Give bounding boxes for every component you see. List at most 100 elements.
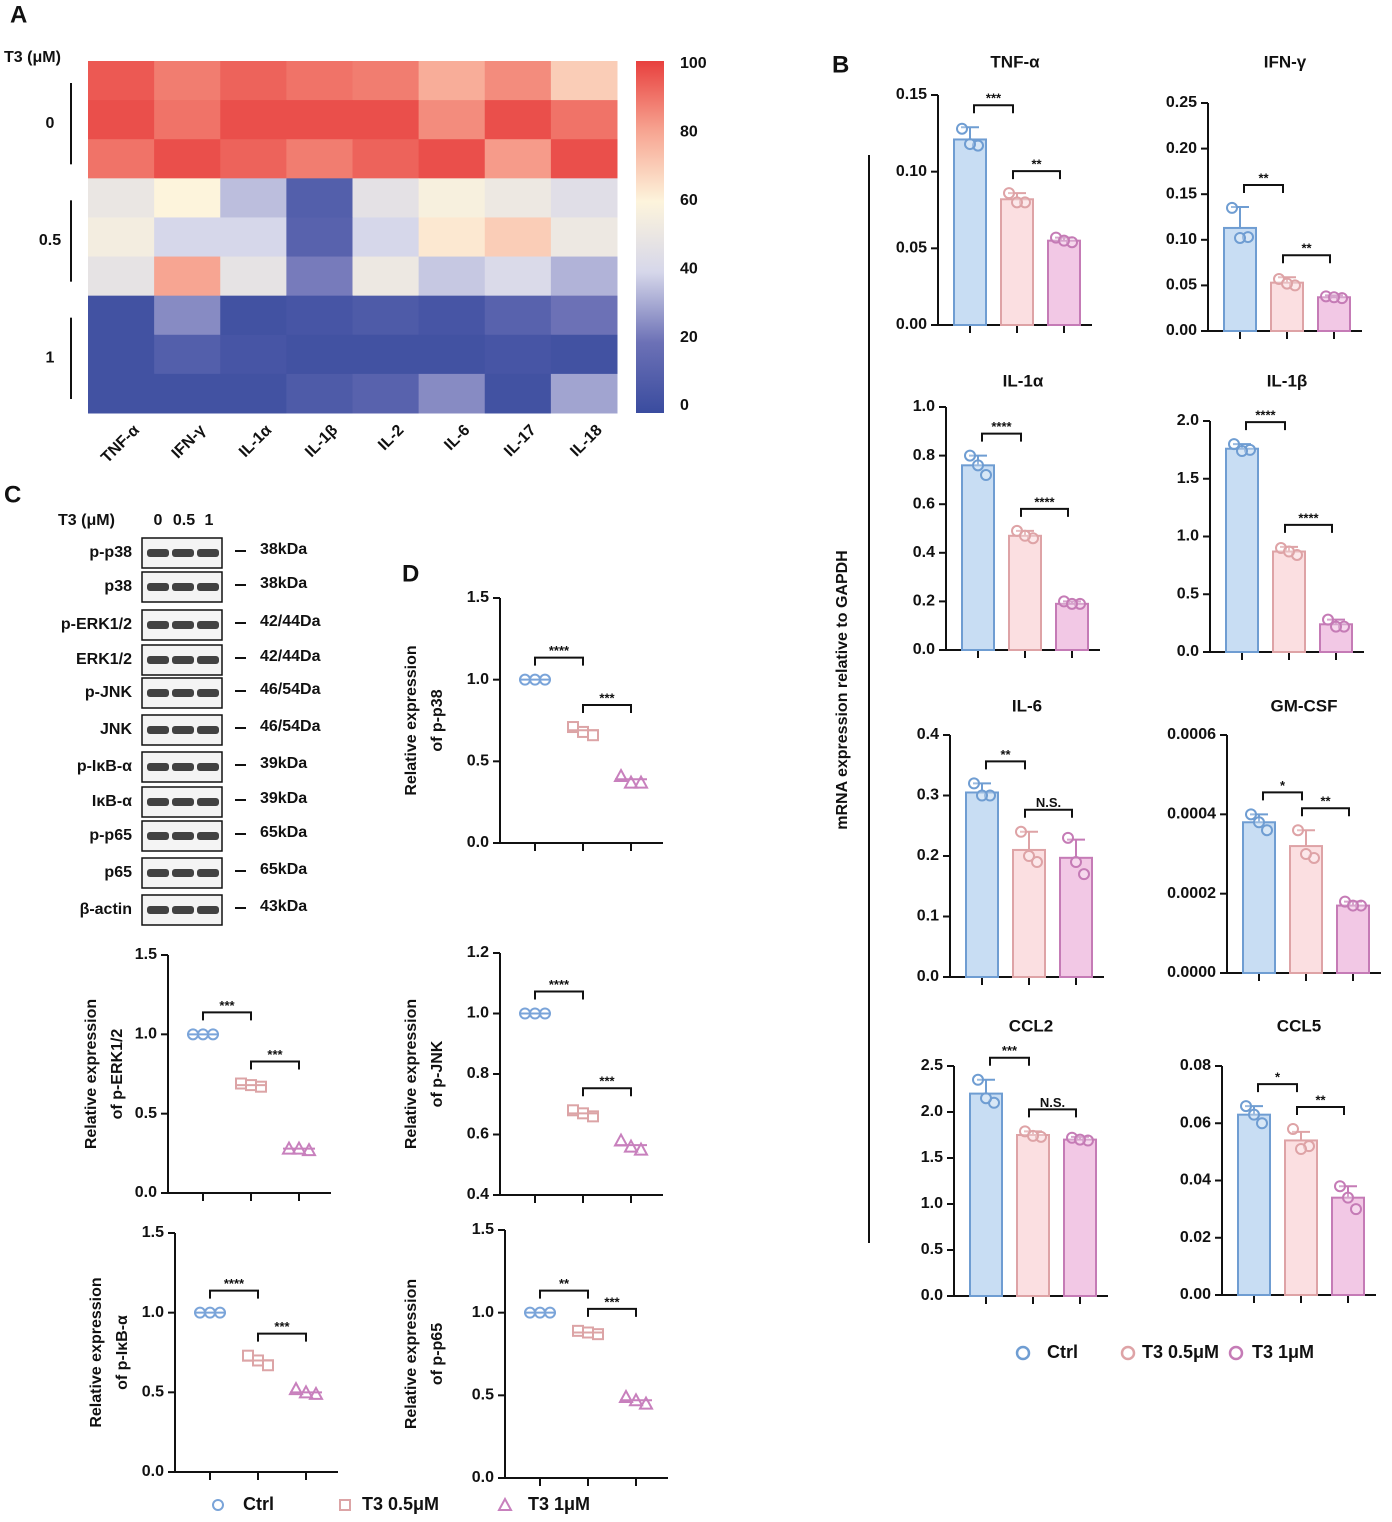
heatmap-cell — [418, 295, 486, 336]
x-tick-label: TNF-α — [98, 422, 143, 467]
y-tick-label: 0.25 — [1166, 94, 1197, 111]
data-point — [539, 673, 551, 686]
sig-label: **** — [549, 643, 570, 658]
data-point — [1300, 848, 1312, 860]
sig-bracket — [539, 1289, 589, 1299]
heatmap-cell — [550, 217, 618, 258]
sig-label: *** — [604, 1294, 620, 1309]
blot-band — [172, 832, 194, 840]
legend-marker — [339, 1499, 351, 1511]
data-point — [613, 1132, 629, 1147]
lane-label: 1 — [205, 512, 214, 529]
data-point — [281, 1140, 297, 1155]
data-point — [1074, 597, 1086, 610]
bar — [961, 464, 995, 651]
sig-bracket — [1284, 523, 1333, 533]
heatmap-cell — [484, 256, 552, 297]
data-point — [308, 1385, 324, 1400]
heatmap-cell — [286, 100, 353, 140]
data-point — [613, 767, 629, 783]
blot-size-label: 43kDa — [260, 898, 307, 915]
data-point — [618, 1388, 634, 1403]
data-point — [592, 1328, 604, 1341]
sig-label: *** — [599, 1074, 615, 1089]
data-point — [968, 777, 980, 790]
legend-marker — [497, 1496, 513, 1511]
blot-band — [172, 689, 194, 697]
bar — [953, 138, 987, 326]
data-point — [1328, 291, 1340, 304]
y-axis-label: Relative expression — [88, 1277, 105, 1427]
heatmap-cell — [286, 256, 353, 297]
bar — [1012, 848, 1046, 979]
sig-label: **** — [1255, 408, 1276, 423]
blot-row-label: p-p65 — [89, 827, 132, 844]
data-point — [972, 459, 984, 472]
data-point — [214, 1306, 226, 1319]
sig-bracket — [989, 1056, 1030, 1066]
y-tick-label: 0.0 — [1177, 643, 1199, 660]
y-tick-label: 1.5 — [142, 1224, 164, 1241]
y-axis-label: of p-ERK1/2 — [109, 1029, 126, 1120]
data-point — [1015, 825, 1027, 838]
y-tick-label: 0.0 — [142, 1463, 164, 1480]
blot-row-label: p38 — [104, 578, 132, 595]
data-point — [1253, 816, 1265, 829]
blot-title: T3 (μM) — [58, 512, 115, 529]
y-tick-label: 1.5 — [921, 1149, 943, 1166]
heatmap-cell — [352, 334, 420, 375]
blot-size-label: 42/44Da — [260, 648, 321, 665]
heatmap-cell — [88, 334, 155, 375]
y-tick-label: 0.5 — [1177, 585, 1199, 602]
y-axis-label: of p-JNK — [429, 1040, 446, 1107]
heatmap-cell — [484, 217, 552, 258]
y-tick-label: 1.0 — [135, 1026, 157, 1043]
y-tick-label: 0.3 — [917, 787, 939, 804]
data-point — [544, 1306, 556, 1319]
y-tick-label: 1.0 — [921, 1195, 943, 1212]
data-point — [980, 1092, 992, 1105]
y-tick-label: 0.10 — [896, 163, 927, 180]
data-point — [539, 1007, 551, 1020]
y-tick-label: 0.6 — [467, 1126, 489, 1143]
sig-bracket — [1245, 421, 1286, 431]
y-tick-label: 1.5 — [1177, 470, 1199, 487]
y-tick-label: 0.8 — [467, 1065, 489, 1082]
blot-band — [147, 726, 169, 734]
sig-bracket — [1012, 170, 1061, 180]
blot-row-label: p-ERK1/2 — [61, 616, 132, 633]
data-point — [242, 1349, 254, 1362]
data-point — [577, 725, 589, 738]
y-tick-label: 0.06 — [1180, 1114, 1211, 1131]
y-tick-label: 0.0 — [913, 641, 935, 658]
data-point — [1322, 613, 1334, 626]
blot-band — [197, 869, 219, 877]
bar — [1223, 226, 1257, 332]
sig-label: *** — [599, 690, 615, 705]
panel-label: D — [402, 560, 419, 587]
blot-band — [197, 798, 219, 806]
panel-label: C — [4, 481, 21, 508]
data-point — [291, 1140, 307, 1155]
chart-title: IL-1α — [1003, 371, 1044, 390]
y-tick-label: 0.0004 — [1167, 806, 1216, 823]
sig-bracket — [1024, 808, 1073, 818]
lane-label: 0 — [154, 512, 163, 529]
legend-marker — [1228, 1345, 1244, 1361]
blot-size-label: 65kDa — [260, 824, 307, 841]
data-point — [1330, 620, 1342, 633]
data-point — [288, 1381, 304, 1396]
heatmap-cell — [484, 139, 552, 179]
heatmap-cell — [550, 334, 618, 375]
data-point — [956, 122, 968, 135]
sig-label: N.S. — [1036, 795, 1061, 810]
y-tick-label: 0.0006 — [1167, 726, 1216, 743]
heatmap-cell — [418, 334, 486, 375]
heatmap-cell — [484, 178, 552, 218]
panel-label: A — [10, 1, 27, 28]
data-point — [1236, 445, 1248, 458]
legend-label: T3 0.5μM — [362, 1494, 439, 1514]
bar — [1272, 550, 1306, 654]
heatmap-cell — [286, 295, 353, 336]
heatmap-cell — [352, 139, 420, 179]
